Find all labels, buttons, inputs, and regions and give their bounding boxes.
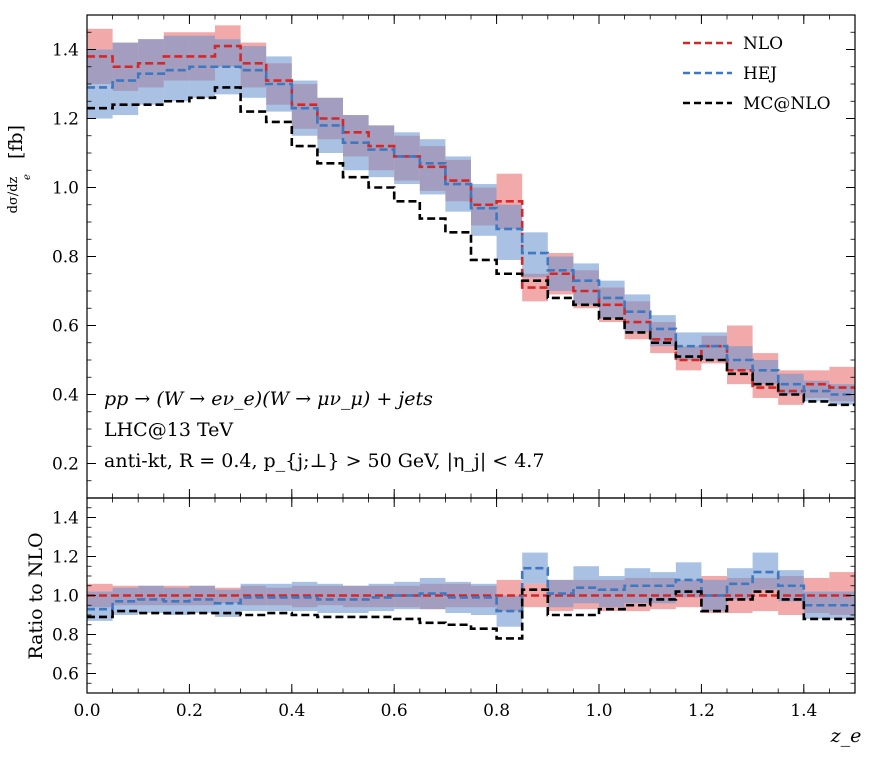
- band-hej-bin-20: [599, 280, 625, 319]
- ratio-lines: [87, 566, 855, 640]
- ratio-panel: 0.6 0.8 1.0 1.2 1.4 Ratio to NLO: [25, 497, 856, 694]
- y-tick-label: 1.2: [52, 110, 79, 130]
- ratio-ticks: 0.6 0.8 1.0 1.2 1.4: [52, 497, 856, 694]
- line-hej: [87, 65, 855, 396]
- y-tick-label: 1.0: [52, 179, 79, 199]
- annotation-energy: LHC@13 TeV: [104, 419, 233, 441]
- main-ylabel-prefix: dσ/dz: [6, 176, 21, 213]
- line-mcnlo: [87, 588, 855, 640]
- line-mcnlo: [87, 86, 855, 407]
- legend-label-mcnlo: MC@NLO: [743, 94, 831, 114]
- band-hej-bin-1: [112, 42, 139, 116]
- legend-label-nlo: NLO: [743, 34, 783, 54]
- x-tick-label: 0.2: [176, 701, 203, 721]
- main-ylabel-unit: [fb]: [5, 125, 27, 159]
- band-hej-bin-15: [471, 184, 497, 236]
- band-hej-bin-11: [368, 125, 395, 178]
- band-hej-bin-2: [138, 39, 164, 105]
- band-hej-bin-29: [829, 384, 855, 405]
- ratio-bands: [87, 552, 855, 627]
- band-hej-bin-26: [752, 360, 779, 385]
- main-lines: [87, 44, 855, 407]
- band-hej-bin-12: [394, 132, 420, 185]
- band-hej-bin-17: [522, 232, 548, 278]
- annotation-cuts: anti-kt, R = 0.4, p_{j;⊥} > 50 GeV, |η_j…: [104, 450, 544, 472]
- line-hej: [87, 566, 855, 613]
- x-tick-label: 0.4: [278, 701, 305, 721]
- x-tick-label: 0.0: [73, 701, 100, 721]
- ratio-frame: [86, 497, 856, 694]
- band-hej-bin-22: [650, 315, 676, 347]
- main-panel: 0.2 0.4 0.6 0.8 1.0 1.2 1.4 [fb] dσ/dz e NLO H…: [5, 14, 856, 499]
- legend-label-hej: HEJ: [743, 64, 777, 84]
- y-tick-label: 1.4: [52, 41, 79, 61]
- main-bands: [87, 25, 855, 405]
- y-tick-label: 0.4: [52, 386, 79, 406]
- y-tick-label: 1.2: [52, 548, 79, 568]
- legend: NLO HEJ MC@NLO: [683, 34, 831, 114]
- y-tick-label: 0.2: [52, 455, 79, 475]
- main-ticks: 0.2 0.4 0.6 0.8 1.0 1.2 1.4: [52, 14, 856, 499]
- y-tick-label: 0.6: [52, 665, 79, 685]
- band-hej-bin-19: [573, 263, 599, 305]
- y-tick-label: 0.8: [52, 248, 79, 268]
- x-axis-label: z_e: [830, 725, 862, 747]
- band-hej-bin-22: [650, 572, 676, 604]
- band-hej-bin-15: [471, 583, 497, 615]
- band-hej-bin-6: [240, 46, 267, 98]
- band-hej-bin-27: [778, 373, 804, 395]
- band-hej-bin-19: [573, 566, 599, 604]
- y-tick-label: 1.4: [52, 509, 79, 529]
- main-ylabel: [fb] dσ/dz e: [5, 125, 33, 213]
- x-tick-labels: 0.0 0.2 0.4 0.6 0.8 1.0 1.2 1.4: [73, 701, 817, 721]
- x-tick-label: 0.8: [483, 701, 510, 721]
- band-hej-bin-20: [599, 576, 625, 608]
- y-tick-label: 0.8: [52, 626, 79, 646]
- x-tick-label: 1.2: [688, 701, 715, 721]
- band-hej-bin-3: [163, 35, 190, 102]
- main-ylabel-sub: e: [22, 174, 33, 180]
- ratio-ylabel: Ratio to NLO: [25, 532, 47, 659]
- x-tick-label: 0.6: [381, 701, 408, 721]
- x-tick-label: 1.4: [790, 701, 817, 721]
- band-hej-bin-16: [496, 204, 523, 260]
- band-hej-bin-21: [624, 294, 651, 333]
- y-tick-label: 1.0: [52, 587, 79, 607]
- annotations: pp → (W → eν_e)(W → μν_μ) + jets LHC@13 …: [104, 388, 544, 472]
- y-tick-label: 0.6: [52, 317, 79, 337]
- annotation-process: pp → (W → eν_e)(W → μν_μ) + jets: [104, 388, 433, 410]
- band-hej-bin-25: [727, 346, 753, 371]
- x-tick-label: 1.0: [585, 701, 612, 721]
